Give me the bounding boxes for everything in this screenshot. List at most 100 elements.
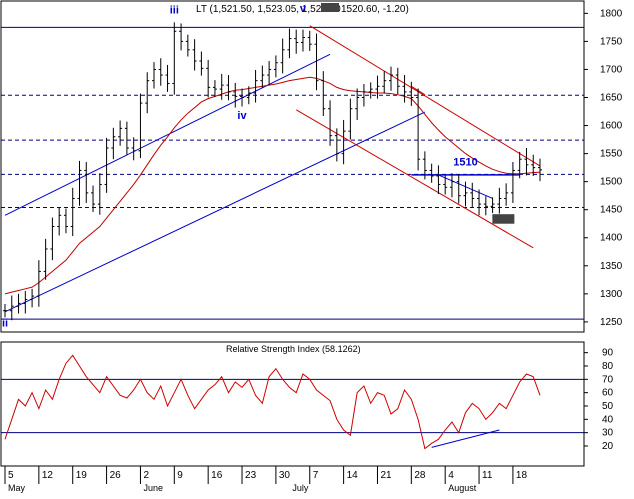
ohlc-bar (409, 81, 414, 106)
ohlc-bar (497, 187, 502, 214)
rsi-line (4, 354, 541, 450)
ohlc-bar (355, 88, 360, 120)
ohlc-bar (111, 127, 116, 160)
ohlc-bar (280, 38, 285, 74)
ohlc-bar (443, 174, 448, 195)
x-tick-label: 19 (76, 470, 88, 481)
ohlc-bar (273, 55, 278, 78)
ohlc-bar (226, 75, 231, 101)
ohlc-bar (246, 86, 251, 105)
ohlc-bar (192, 39, 197, 71)
ohlc-bar (294, 29, 299, 54)
ohlc-bar (199, 51, 204, 76)
price-y-tick-label: 1700 (600, 64, 623, 75)
price-layer: iii iv v ii 1510 (1, 3, 584, 329)
ohlc-bar (361, 84, 366, 107)
price-y-tick-label: 1400 (600, 233, 623, 244)
ohlc-bar (267, 61, 272, 86)
ohlc-bar (287, 28, 292, 59)
ohlc-bar (463, 181, 468, 207)
rsi-y-tick-label: 80 (602, 361, 614, 372)
x-tick-label: 4 (448, 470, 454, 481)
ohlc-bar (524, 147, 529, 176)
ohlc-bar (50, 217, 55, 261)
price-y-tick-label: 1350 (600, 261, 623, 272)
ohlc-bar (240, 88, 245, 107)
ohlc-bar (3, 303, 7, 318)
price-y-tick-label: 1550 (600, 149, 623, 160)
ohlc-bar (23, 291, 28, 314)
ohlc-bar (57, 207, 62, 236)
ohlc-bar (368, 82, 373, 99)
ohlc-bar (9, 295, 14, 321)
rsi-y-tick-label: 70 (602, 374, 614, 385)
ohlc-bar (63, 208, 68, 234)
rsi-y-tick-label: 40 (602, 414, 614, 425)
ohlc-bar (151, 62, 156, 89)
x-tick-label: 12 (42, 470, 54, 481)
wave-annotation: v (300, 3, 307, 15)
ohlc-bar (334, 128, 339, 162)
ohlc-bar (395, 67, 400, 95)
wave-annotation: 1510 (453, 156, 477, 168)
ohlc-bar (321, 71, 326, 117)
x-month-label: July (292, 483, 309, 493)
x-tick-label: 5 (8, 470, 14, 481)
red-channel-line (309, 25, 541, 167)
ohlc-bar (531, 154, 536, 177)
ohlc-bar (456, 174, 461, 204)
ohlc-bar (219, 73, 224, 100)
ohlc-bar (43, 238, 48, 280)
x-tick-label: 14 (347, 470, 359, 481)
price-y-tick-label: 1250 (600, 317, 623, 328)
ohlc-bar (145, 72, 150, 114)
ohlc-bar (449, 173, 454, 198)
ohlc-bar (165, 64, 170, 92)
price-y-tick-label: 1450 (600, 205, 623, 216)
x-tick-label: 26 (110, 470, 122, 481)
ohlc-bar (260, 65, 265, 88)
ohlc-bar (158, 58, 163, 86)
ohlc-bar (179, 23, 184, 51)
x-tick-label: 2 (143, 470, 149, 481)
ohlc-bar (212, 80, 217, 97)
ohlc-bar (429, 163, 434, 183)
x-month-label: August (448, 483, 477, 493)
x-tick-label: 30 (279, 470, 291, 481)
title-obscured-box (321, 3, 339, 12)
ohlc-bar (389, 66, 394, 91)
wave-annotation: ii (2, 317, 8, 329)
ohlc-bar (118, 120, 123, 146)
ohlc-bar (504, 183, 509, 206)
ohlc-bar (517, 151, 522, 179)
ohlc-bar (206, 59, 211, 98)
ohlc-bar (328, 100, 333, 146)
red-channel-line (295, 109, 534, 249)
ohlc-bar (300, 29, 305, 52)
ohlc-bar (402, 75, 407, 103)
axis-layer: 1250130013501400145015001550160016501700… (4, 1, 623, 493)
ohlc-bar (36, 260, 41, 307)
rsi-y-tick-label: 90 (602, 348, 614, 359)
ohlc-bar (348, 98, 353, 140)
rsi-trendline (431, 429, 500, 448)
ohlc-bar (416, 88, 421, 171)
x-tick-label: 28 (414, 470, 426, 481)
ohlc-bar (16, 293, 21, 314)
ohlc-bar (104, 137, 109, 193)
ohlc-bar (341, 119, 346, 165)
price-y-tick-label: 1650 (600, 92, 623, 103)
ohlc-bar (77, 160, 82, 206)
rsi-chart-title: Relative Strength Index (58.1262) (226, 344, 361, 354)
ohlc-bar (422, 151, 427, 180)
x-tick-label: 18 (516, 470, 528, 481)
rsi-y-tick-label: 50 (602, 401, 614, 412)
ohlc-bar (510, 162, 515, 203)
ohlc-bar (131, 137, 136, 161)
highlight-box (492, 214, 515, 224)
x-tick-label: 23 (245, 470, 257, 481)
x-tick-label: 7 (313, 470, 319, 481)
ohlc-bar (436, 165, 441, 194)
blue-trend-line (4, 53, 331, 216)
